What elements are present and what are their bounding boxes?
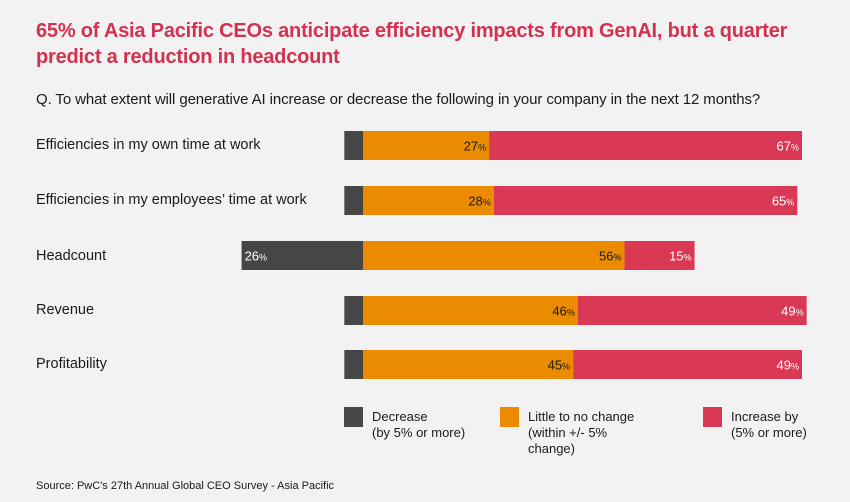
- data-label: 45%: [548, 358, 570, 373]
- bar-segment-no-change: [363, 241, 625, 270]
- bar-segment-decrease: [241, 241, 363, 270]
- legend-swatch-no-change: [500, 407, 519, 427]
- data-label: 49%: [781, 304, 803, 319]
- legend-swatch-decrease: [344, 407, 363, 427]
- row-label: Profitability: [36, 356, 107, 372]
- row-label: Efficiencies in my own time at work: [36, 137, 261, 153]
- bar-segment-increase: [493, 186, 798, 215]
- bar-segment-decrease: [344, 296, 363, 325]
- bar-segment-no-change: [363, 296, 578, 325]
- data-label: 49%: [776, 358, 798, 373]
- legend-label-no-change: Little to no change (within +/- 5% chang…: [528, 409, 635, 456]
- bar-segment-increase: [489, 131, 802, 160]
- bar-segment-increase: [624, 241, 695, 270]
- data-label: 27%: [464, 139, 486, 154]
- source-note: Source: PwC's 27th Annual Global CEO Sur…: [36, 480, 335, 492]
- data-label: 15%: [669, 249, 691, 264]
- data-label: 46%: [552, 304, 574, 319]
- legend-swatch-increase: [703, 407, 722, 427]
- legend-label-decrease: Decrease (by 5% or more): [372, 409, 466, 440]
- bar-segment-no-change: [363, 186, 494, 215]
- bar-segment-increase: [573, 350, 802, 379]
- bar-segment-decrease: [344, 350, 363, 379]
- data-label: 67%: [776, 139, 798, 154]
- stacked-bar-chart: 27% 67% 28% 65% 26% 56% 15% 46% 49% 45% 49%: [241, 131, 807, 379]
- legend-label-increase: Increase by (5% or more): [731, 409, 807, 440]
- row-label: Efficiencies in my employees’ time at wo…: [36, 192, 307, 208]
- bar-segment-increase: [577, 296, 807, 325]
- bar-segment-decrease: [344, 131, 363, 160]
- data-label: 56%: [599, 249, 621, 264]
- chart-question: Q. To what extent will generative AI inc…: [36, 91, 761, 108]
- bar-segment-no-change: [363, 350, 574, 379]
- bar-segment-no-change: [363, 131, 490, 160]
- data-label: 65%: [772, 194, 794, 209]
- bar-segment-decrease: [344, 186, 363, 215]
- data-label: 26%: [245, 249, 267, 264]
- row-label: Headcount: [36, 248, 107, 264]
- data-label: 28%: [468, 194, 490, 209]
- chart-title: 65% of Asia Pacific CEOs anticipate effi…: [36, 20, 788, 68]
- row-label: Revenue: [36, 302, 95, 318]
